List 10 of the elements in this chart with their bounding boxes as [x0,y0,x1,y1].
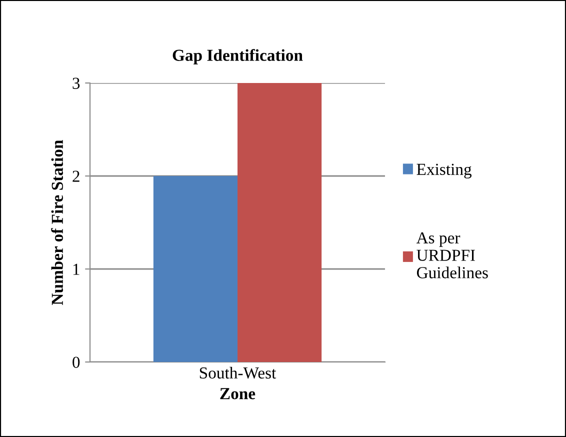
x-axis-title: Zone [220,388,256,400]
y-tick-label: 2 [72,170,80,182]
chart-title: Gap Identification [172,49,303,64]
y-axis-title: Number of Fire Station [51,140,64,305]
y-tick-label: 3 [72,78,80,89]
y-tick-label: 0 [72,356,80,368]
legend-label: As per URDPFI Guidelines [416,232,488,278]
y-tick-label: 1 [73,264,80,275]
x-tick-label: South-West [200,366,276,379]
legend-label: Existing [416,164,472,178]
